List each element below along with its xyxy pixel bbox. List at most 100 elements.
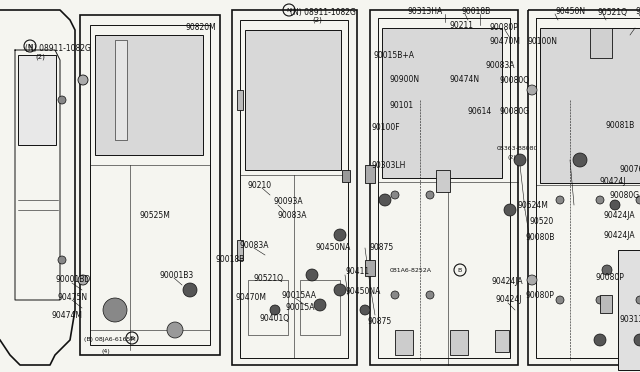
Bar <box>232 10 357 365</box>
Bar <box>450 330 468 355</box>
Circle shape <box>78 75 88 85</box>
Bar <box>536 18 640 358</box>
Bar <box>600 295 612 313</box>
Bar <box>540 28 640 183</box>
Circle shape <box>314 299 326 311</box>
Text: 90313N: 90313N <box>620 315 640 324</box>
Bar <box>248 280 288 335</box>
Bar <box>370 10 518 365</box>
Text: (N) 08911-1082G: (N) 08911-1082G <box>290 7 356 16</box>
Text: 90313HA: 90313HA <box>408 7 444 16</box>
Text: 90015B+A: 90015B+A <box>373 51 414 60</box>
Text: 90018B: 90018B <box>216 256 245 264</box>
Text: 90093A: 90093A <box>274 198 303 206</box>
Bar <box>382 28 502 178</box>
Circle shape <box>527 275 537 285</box>
Text: 90076B: 90076B <box>620 166 640 174</box>
Bar <box>115 40 127 140</box>
Circle shape <box>334 229 346 241</box>
Bar <box>590 28 612 58</box>
Bar <box>80 15 220 355</box>
Circle shape <box>183 283 197 297</box>
Text: (N) 08911-1082G: (N) 08911-1082G <box>25 44 91 52</box>
Bar <box>90 165 210 330</box>
Text: 90080B: 90080B <box>525 234 554 243</box>
Text: 90080P: 90080P <box>526 291 555 299</box>
Text: 90411: 90411 <box>345 267 369 276</box>
Text: N: N <box>287 7 291 13</box>
Circle shape <box>556 196 564 204</box>
Bar <box>237 240 243 260</box>
Text: 90520: 90520 <box>530 218 554 227</box>
Circle shape <box>360 305 370 315</box>
Text: 90474M: 90474M <box>52 311 83 320</box>
Text: 90450NA: 90450NA <box>345 288 380 296</box>
Circle shape <box>527 85 537 95</box>
Circle shape <box>379 194 391 206</box>
Text: 90524M: 90524M <box>518 201 549 209</box>
Text: (2): (2) <box>507 155 516 160</box>
Text: 90470M: 90470M <box>490 38 521 46</box>
Text: 90211: 90211 <box>450 20 474 29</box>
Text: 90521Q: 90521Q <box>253 273 283 282</box>
Bar <box>495 330 509 352</box>
Text: 081A6-8252A: 081A6-8252A <box>390 267 432 273</box>
Circle shape <box>573 153 587 167</box>
Text: B: B <box>130 336 134 340</box>
Text: 90080P: 90080P <box>596 273 625 282</box>
Text: 90080Q: 90080Q <box>500 76 530 84</box>
Bar <box>342 170 350 182</box>
Circle shape <box>610 200 620 210</box>
Circle shape <box>594 334 606 346</box>
Text: 90080G: 90080G <box>500 108 530 116</box>
Circle shape <box>596 296 604 304</box>
Circle shape <box>596 196 604 204</box>
Text: 90474N: 90474N <box>450 76 480 84</box>
Text: 90080P: 90080P <box>490 23 519 32</box>
Text: B: B <box>458 267 462 273</box>
Circle shape <box>426 191 434 199</box>
Bar <box>365 165 375 183</box>
Circle shape <box>103 298 127 322</box>
Text: 90210: 90210 <box>248 180 272 189</box>
Text: 90475N: 90475N <box>58 294 88 302</box>
Text: 90614: 90614 <box>468 108 492 116</box>
Circle shape <box>636 296 640 304</box>
Text: 90080G: 90080G <box>610 190 640 199</box>
Circle shape <box>334 284 346 296</box>
Bar <box>18 55 56 145</box>
Text: 90900N: 90900N <box>390 76 420 84</box>
Circle shape <box>167 322 183 338</box>
Text: 90525M: 90525M <box>635 7 640 16</box>
Text: N: N <box>28 44 33 48</box>
Circle shape <box>426 291 434 299</box>
Bar <box>528 10 640 365</box>
Circle shape <box>556 296 564 304</box>
Text: 90424JA: 90424JA <box>604 211 636 219</box>
Text: 90875: 90875 <box>370 244 394 253</box>
Text: 90820M: 90820M <box>185 23 216 32</box>
Bar <box>95 35 203 155</box>
Text: 90424J: 90424J <box>600 177 627 186</box>
Bar <box>436 170 450 192</box>
Text: 90424JA: 90424JA <box>492 278 524 286</box>
Circle shape <box>602 265 612 275</box>
Text: (B) 08JA6-6165M: (B) 08JA6-6165M <box>84 337 136 343</box>
Text: 90424JA: 90424JA <box>604 231 636 240</box>
Text: 90100F: 90100F <box>372 124 401 132</box>
Circle shape <box>391 191 399 199</box>
Circle shape <box>58 96 66 104</box>
Circle shape <box>306 269 318 281</box>
Text: (2): (2) <box>312 17 322 23</box>
Bar <box>365 260 375 276</box>
Text: 90083A: 90083A <box>240 241 269 250</box>
Bar <box>90 25 210 345</box>
Text: 90875: 90875 <box>368 317 392 327</box>
Circle shape <box>504 204 516 216</box>
Text: 90018B: 90018B <box>462 7 492 16</box>
Circle shape <box>58 256 66 264</box>
Bar <box>245 30 341 170</box>
Bar <box>395 330 413 355</box>
Text: 90081B: 90081B <box>606 121 636 129</box>
Text: 90303LH: 90303LH <box>372 160 406 170</box>
